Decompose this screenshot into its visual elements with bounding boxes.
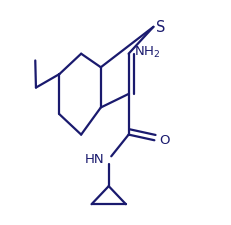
- Text: HN: HN: [85, 152, 105, 165]
- Text: S: S: [156, 20, 166, 35]
- Text: O: O: [159, 133, 169, 146]
- Text: NH$_2$: NH$_2$: [134, 45, 161, 60]
